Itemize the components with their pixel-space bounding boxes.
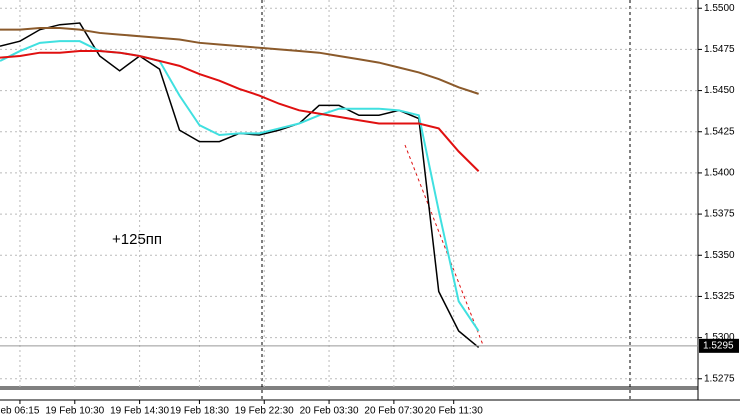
y-tick-label: 1.5400 bbox=[704, 168, 735, 179]
price-line bbox=[0, 26, 479, 95]
price-label-box bbox=[699, 338, 739, 353]
y-tick-label: 1.5475 bbox=[704, 44, 735, 55]
price-line bbox=[0, 40, 480, 332]
x-tick-label: 19 Feb 14:30 bbox=[110, 406, 169, 417]
x-tick-label: 20 Feb 03:30 bbox=[300, 406, 359, 417]
y-tick-label: 1.5275 bbox=[704, 373, 735, 384]
y-tick-label: 1.5500 bbox=[704, 3, 735, 14]
x-tick-label: 20 Feb 07:30 bbox=[364, 406, 423, 417]
y-tick-label: 1.5425 bbox=[704, 126, 735, 137]
x-tick-label: 19 Feb 10:30 bbox=[45, 406, 104, 417]
price-label: 1.5295 bbox=[703, 340, 734, 351]
y-tick-label: 1.5325 bbox=[704, 291, 735, 302]
x-tick-label: eb 06:15 bbox=[0, 406, 39, 417]
x-tick-label: 19 Feb 22:30 bbox=[235, 406, 294, 417]
x-tick-label: 19 Feb 18:30 bbox=[170, 406, 229, 417]
y-tick-label: 1.5300 bbox=[704, 332, 735, 343]
y-tick-label: 1.5450 bbox=[704, 85, 735, 96]
annotation: +125пп bbox=[112, 231, 162, 248]
price-line bbox=[0, 50, 480, 172]
x-tick-label: 20 Feb 11:30 bbox=[425, 406, 484, 417]
y-tick-label: 1.5375 bbox=[704, 209, 735, 220]
y-tick-label: 1.5350 bbox=[704, 250, 735, 261]
